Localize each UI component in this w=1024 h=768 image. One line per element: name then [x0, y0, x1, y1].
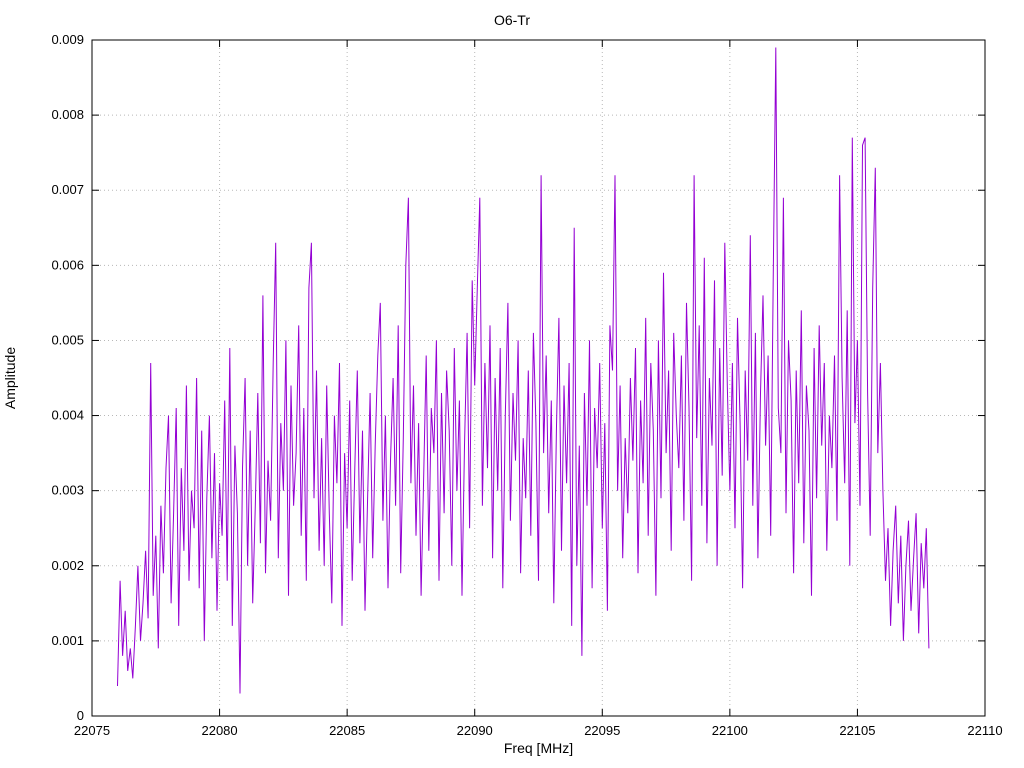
x-tick-label: 22100 [712, 723, 748, 738]
y-tick-label: 0.004 [51, 408, 84, 423]
x-axis-label: Freq [MHz] [503, 740, 574, 756]
x-tick-label: 22110 [967, 723, 1002, 738]
x-tick-label: 22085 [329, 723, 365, 738]
y-tick-label: 0.003 [51, 483, 84, 498]
x-tick-label: 22090 [457, 723, 493, 738]
y-tick-label: 0.001 [51, 633, 84, 648]
y-tick-label: 0.007 [51, 182, 84, 197]
x-tick-label: 22075 [74, 723, 110, 738]
x-tick-label: 22095 [584, 723, 620, 738]
y-tick-label: 0.002 [51, 558, 84, 573]
y-tick-label: 0.009 [51, 32, 84, 47]
plot-border [91, 39, 986, 717]
x-tick-label: 22105 [839, 723, 875, 738]
y-tick-label: 0 [77, 708, 84, 723]
y-tick-label: 0.008 [51, 107, 84, 122]
data-series-line [117, 47, 930, 694]
y-tick-label: 0.006 [51, 257, 84, 272]
x-tick-label: 22080 [201, 723, 237, 738]
y-tick-label: 0.005 [51, 332, 84, 347]
y-axis-label: Amplitude [2, 346, 18, 410]
chart-title: O6-Tr [493, 12, 531, 28]
